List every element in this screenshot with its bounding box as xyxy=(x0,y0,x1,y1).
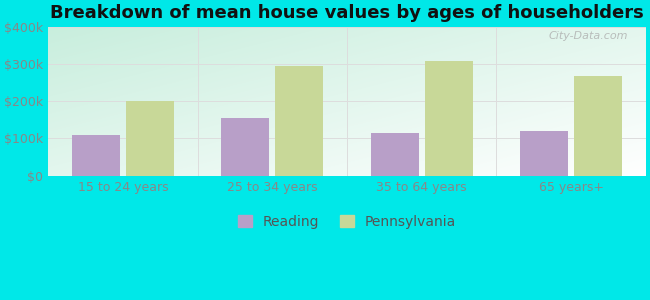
Title: Breakdown of mean house values by ages of householders: Breakdown of mean house values by ages o… xyxy=(50,4,644,22)
Legend: Reading, Pennsylvania: Reading, Pennsylvania xyxy=(235,212,459,232)
Bar xyxy=(72,135,120,176)
Bar xyxy=(371,133,419,176)
Bar xyxy=(574,76,622,176)
Bar xyxy=(222,118,269,176)
Bar xyxy=(275,66,323,176)
Text: City-Data.com: City-Data.com xyxy=(549,31,628,41)
Bar xyxy=(424,61,473,176)
Bar xyxy=(520,131,568,176)
Bar xyxy=(126,101,174,176)
